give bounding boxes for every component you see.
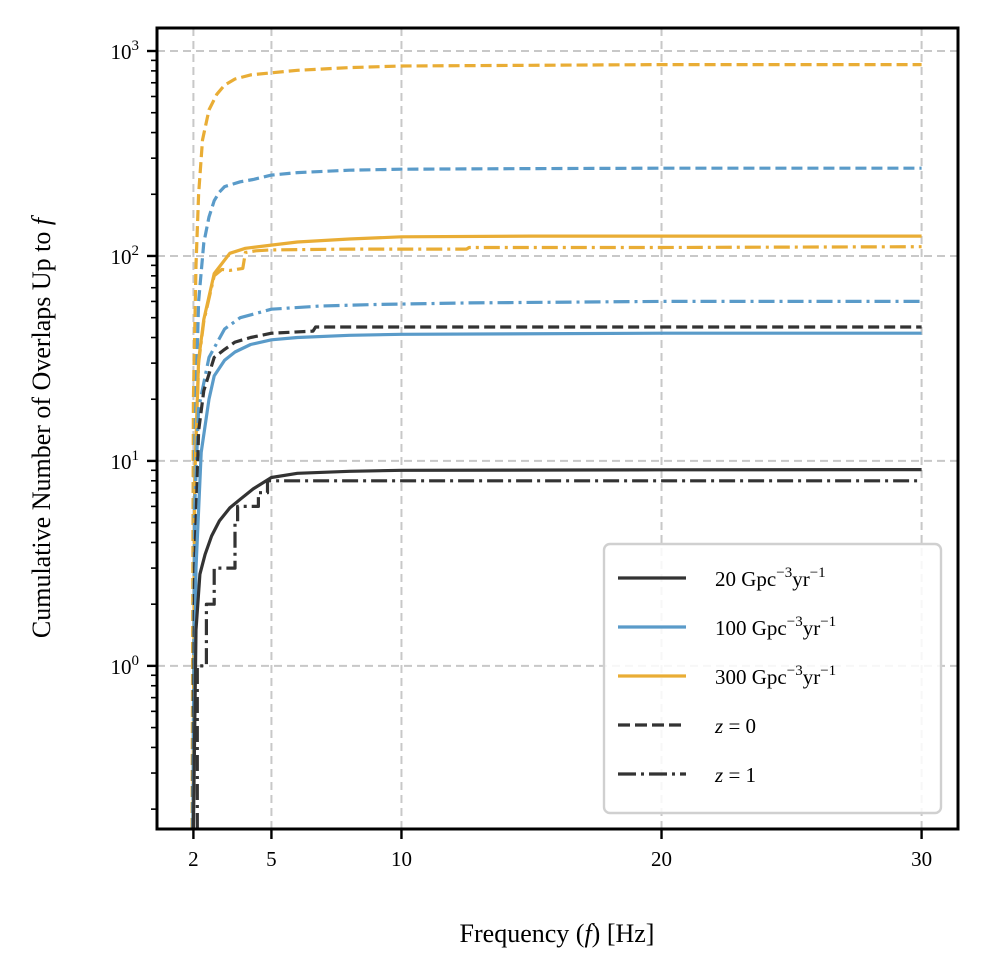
y-axis-label-text: Cumulative Number of Overlaps Up to <box>27 225 56 638</box>
x-axis-label: Frequency (f) [Hz] <box>460 919 655 948</box>
series-line <box>191 166 922 829</box>
y-tick-base: 10 <box>111 655 132 679</box>
y-tick-label: 100 <box>111 653 140 679</box>
axes-frame <box>155 26 960 831</box>
legend-label: z = 1 <box>714 763 756 787</box>
series-line <box>191 245 922 829</box>
legend-label-part: 100 Gpc <box>715 616 787 640</box>
legend-label: z = 0 <box>714 714 756 738</box>
y-tick-base: 10 <box>111 450 132 474</box>
x-tick-label: 30 <box>911 847 932 871</box>
legend-label-part: yr <box>803 616 821 640</box>
x-axis-label-unit: ) [Hz] <box>592 919 655 948</box>
y-tick-label: 103 <box>111 38 140 64</box>
y-tick-label: 101 <box>111 448 140 474</box>
x-axis-label-var: f <box>584 919 595 948</box>
y-tick-exponent: 2 <box>132 243 140 259</box>
legend-label-superscript: −1 <box>820 663 836 679</box>
legend-label-superscript: −1 <box>820 614 836 630</box>
y-tick-exponent: 3 <box>132 38 140 54</box>
y-axis-label: Cumulative Number of Overlaps Up to f <box>27 214 56 638</box>
legend-label: 20 Gpc−3yr−1 <box>715 565 826 591</box>
y-tick-exponent: 0 <box>132 653 140 669</box>
x-tick-label: 5 <box>266 847 277 871</box>
plot-frame <box>155 26 960 831</box>
x-tick-label: 10 <box>391 847 412 871</box>
y-tick-base: 10 <box>111 40 132 64</box>
legend-label-var: z <box>714 763 723 787</box>
legend-label-part: 20 Gpc <box>715 567 776 591</box>
legend-label-part: yr <box>803 665 821 689</box>
legend-label-part: yr <box>792 567 810 591</box>
series-line <box>191 468 922 829</box>
legend-label: 300 Gpc−3yr−1 <box>715 663 836 689</box>
legend-label-part: 300 Gpc <box>715 665 787 689</box>
series-line <box>190 62 922 829</box>
legend-label-var: z <box>714 714 723 738</box>
legend-label-value: = 1 <box>723 763 756 787</box>
y-tick-label: 102 <box>111 243 140 269</box>
legend-box <box>602 542 943 815</box>
legend-label-value: = 0 <box>723 714 756 738</box>
x-tick-label: 2 <box>188 847 199 871</box>
y-tick-base: 10 <box>111 245 132 269</box>
legend-label-superscript: −3 <box>776 565 792 581</box>
x-tick-label: 20 <box>651 847 672 871</box>
y-axis-label-var: f <box>27 214 56 225</box>
legend-label-superscript: −1 <box>810 565 826 581</box>
series-line <box>191 325 922 829</box>
y-tick-exponent: 1 <box>132 448 140 464</box>
series-line <box>191 299 922 829</box>
series-line <box>191 331 922 829</box>
legend-label-superscript: −3 <box>787 663 803 679</box>
x-axis-label-text: Frequency ( <box>460 919 585 948</box>
legend-label: 100 Gpc−3yr−1 <box>715 614 836 640</box>
legend-label-superscript: −3 <box>787 614 803 630</box>
series-group <box>190 62 922 829</box>
